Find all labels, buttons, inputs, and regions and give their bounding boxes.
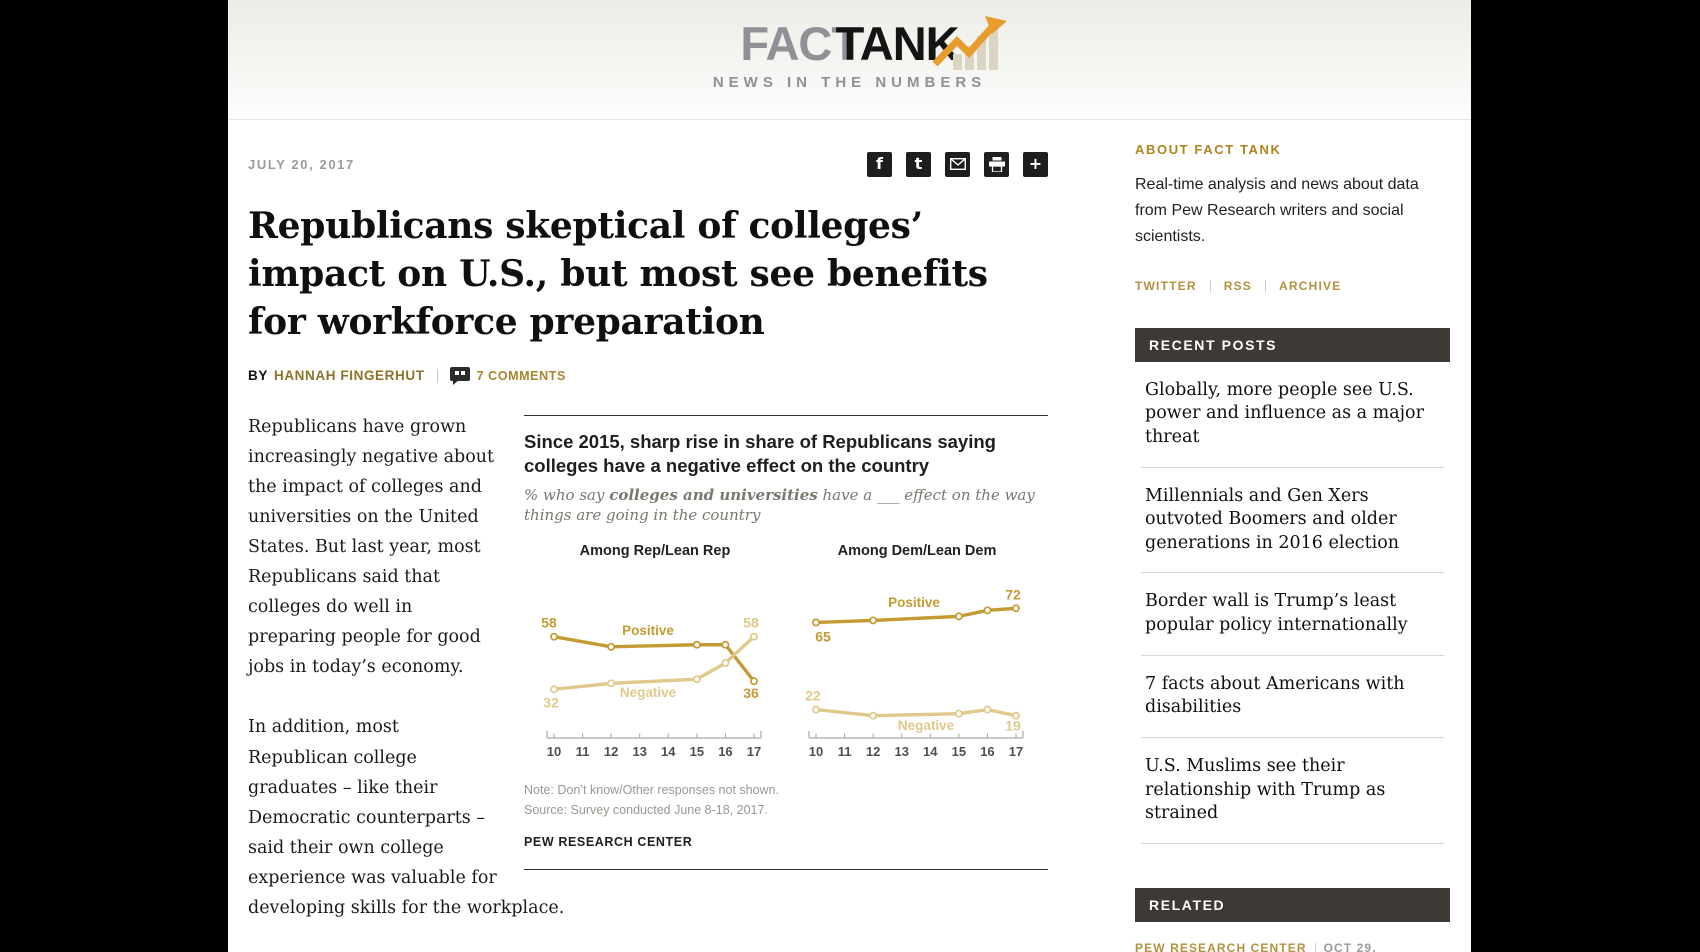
related-source-link[interactable]: PEW RESEARCH CENTER [1135,940,1307,952]
recent-post-link[interactable]: U.S. Muslims see their relationship with… [1141,738,1444,844]
svg-text:11: 11 [838,744,852,759]
recent-post-link[interactable]: 7 facts about Americans with disabilitie… [1141,656,1444,738]
chart-panels: Among Rep/Lean Rep 10 11 12 13 14 15 16 17 Positi… [524,539,1048,764]
sidebar-links: TWITTER RSS ARCHIVE [1135,279,1450,293]
logo-chart-arrow-icon [932,16,1007,70]
related-header: RELATED [1135,887,1450,922]
sidebar-links-divider [1265,279,1267,292]
chart-subtitle-bold: colleges and universities [609,485,818,504]
share-toolbar: f t + [867,151,1048,177]
site-header: FACTTANK NEWS IN THE NUMBERS [228,0,1471,120]
about-fact-tank-title: ABOUT FACT TANK [1135,142,1282,157]
byline: BY HANNAH FINGERHUT 7 COMMENTS [248,366,1048,385]
related-divider [1314,943,1316,952]
dem-trend-svg: 10 11 12 13 14 15 16 17 Positive Negative 65 72 22 19 [805,586,1024,759]
rep-trend-svg: 10 11 12 13 14 15 16 17 Positive Negative 58 36 32 58 [541,615,762,759]
chart-figure: Since 2015, sharp rise in share of Repub… [524,414,1048,871]
svg-text:65: 65 [815,629,831,645]
svg-text:58: 58 [743,615,759,631]
svg-text:14: 14 [661,744,676,759]
svg-text:15: 15 [952,744,966,759]
article-title: Republicans skeptical of colleges’ impac… [248,205,988,343]
article-column: JULY 20, 2017 f t + Republicans skeptical … [248,151,1048,952]
facebook-icon: f [876,154,883,173]
share-twitter-button[interactable]: t [906,151,931,177]
svg-text:11: 11 [576,744,590,759]
about-fact-tank-text: Real-time analysis and news about data f… [1135,176,1419,245]
email-icon [949,158,966,170]
article-date: JULY 20, 2017 [248,156,355,172]
svg-text:22: 22 [805,688,821,704]
share-facebook-button[interactable]: f [867,151,892,177]
article-meta-row: JULY 20, 2017 f t + [248,151,1048,177]
logo-fact-text: FACT [740,17,860,70]
svg-text:Negative: Negative [898,718,955,733]
svg-text:Positive: Positive [888,595,940,610]
sidebar-links-divider [1209,279,1211,292]
svg-text:10: 10 [809,744,823,759]
plus-icon: + [1028,154,1043,173]
svg-text:36: 36 [743,685,759,701]
svg-text:72: 72 [1005,586,1021,602]
article-body: Since 2015, sharp rise in share of Repub… [248,412,1048,924]
article-paragraph: Republicans have grown increasingly nega… [248,416,495,678]
author-link[interactable]: HANNAH FINGERHUT [273,368,425,384]
chart-subtitle-suffix: have a ___ effect on the way things are … [524,485,1035,524]
recent-posts-list: Globally, more people see U.S. power and… [1135,362,1450,844]
recent-post-link[interactable]: Globally, more people see U.S. power and… [1141,362,1444,468]
svg-text:14: 14 [923,744,938,759]
chart-subtitle: % who say colleges and universities have… [524,485,1048,526]
svg-text:Negative: Negative [620,685,677,700]
factank-logo-text: FACTTANK [740,16,1007,70]
comment-bubble-icon [449,366,470,385]
related-meta: PEW RESEARCH CENTER OCT 29, 2014 [1135,939,1385,952]
svg-text:Positive: Positive [622,623,674,638]
chart-panel-rep: Among Rep/Lean Rep 10 11 12 13 14 15 16 17 Positi… [524,539,786,764]
comments-link[interactable]: 7 COMMENTS [476,368,566,383]
svg-text:17: 17 [747,744,761,759]
svg-text:12: 12 [604,744,618,759]
svg-text:12: 12 [866,744,880,759]
logo-tagline: NEWS IN THE NUMBERS [712,74,987,91]
share-print-button[interactable] [984,151,1009,177]
svg-text:10: 10 [547,744,561,759]
chart-brand: PEW RESEARCH CENTER [524,834,693,849]
print-icon [988,156,1005,172]
chart-panel-dem: Among Dem/Lean Dem 10 11 12 13 14 15 16 17 Positi… [786,539,1048,764]
svg-text:58: 58 [541,615,557,631]
page: FACTTANK NEWS IN THE NUMBERS JULY 20, [228,0,1471,952]
panel-title: Among Rep/Lean Rep [579,543,731,560]
byline-prefix: BY [248,368,268,384]
related-date: OCT 29, 2014 [1323,940,1377,952]
share-plus-button[interactable]: + [1023,151,1048,177]
twitter-icon: t [914,154,923,173]
chart-note: Note: Don’t know/Other responses not sho… [524,783,779,798]
article-paragraph: In addition, most Republican college gra… [248,717,565,919]
sidebar-link-twitter[interactable]: TWITTER [1135,278,1197,293]
chart-source: Source: Survey conducted June 8-18, 2017… [524,803,768,818]
svg-text:15: 15 [690,744,704,759]
svg-text:13: 13 [894,744,908,759]
sidebar: ABOUT FACT TANK Real-time analysis and n… [1135,142,1450,952]
svg-text:32: 32 [543,695,559,711]
svg-text:16: 16 [980,744,994,759]
panel-title: Among Dem/Lean Dem [837,543,997,560]
svg-text:13: 13 [632,744,646,759]
recent-post-link[interactable]: Border wall is Trump’s least popular pol… [1141,573,1444,656]
sidebar-link-archive[interactable]: ARCHIVE [1279,278,1342,293]
recent-posts-header: RECENT POSTS [1135,327,1450,362]
factank-logo[interactable]: FACTTANK NEWS IN THE NUMBERS [712,0,1007,91]
svg-text:16: 16 [718,744,732,759]
chart-title: Since 2015, sharp rise in share of Repub… [524,430,996,476]
byline-divider [436,368,438,383]
svg-text:19: 19 [1005,718,1021,734]
sidebar-link-rss[interactable]: RSS [1223,278,1253,293]
share-email-button[interactable] [945,151,970,177]
chart-subtitle-prefix: % who say [524,485,610,504]
recent-post-link[interactable]: Millennials and Gen Xers outvoted Boomer… [1141,468,1444,574]
svg-text:17: 17 [1009,744,1023,759]
